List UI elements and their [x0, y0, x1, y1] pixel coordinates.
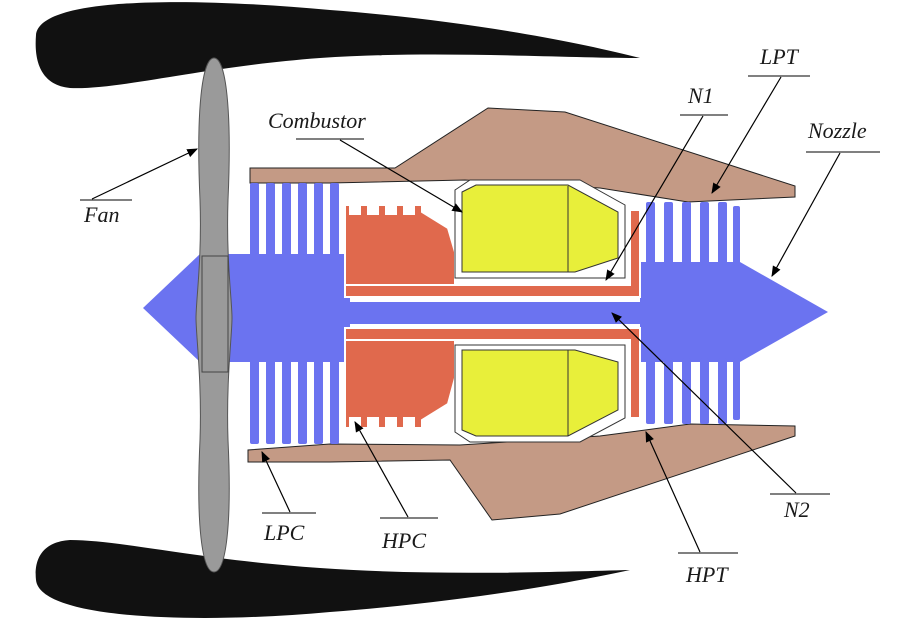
- lpc-blade-upper: [330, 183, 339, 260]
- lpt-blade-upper: [646, 202, 655, 266]
- high-pressure-shaft-lower: [344, 327, 641, 419]
- lpc-blade-lower: [266, 360, 275, 444]
- label-n1-text: N1: [687, 83, 714, 108]
- lpc-blade-upper: [266, 183, 275, 260]
- label-fan: Fan: [80, 148, 198, 227]
- lpc-blade-lower: [314, 360, 323, 444]
- high-pressure-spool: [344, 204, 641, 429]
- label-lpc-text: LPC: [263, 520, 305, 545]
- label-hpc-text: HPC: [381, 528, 426, 553]
- label-hpt-text: HPT: [685, 562, 729, 587]
- hpc-rotor-lower: [344, 327, 456, 429]
- nacelle-upper: [35, 2, 640, 89]
- lpc-blade-upper: [314, 183, 323, 260]
- label-lpt: LPT: [711, 44, 810, 194]
- nacelle-lower: [35, 540, 630, 618]
- lpc-blade-lower: [330, 360, 339, 444]
- label-n2-text: N2: [783, 497, 810, 522]
- lpc-blade-lower: [250, 360, 259, 444]
- low-pressure-spool: [143, 183, 828, 444]
- lpc-blades: [250, 183, 339, 444]
- label-hpc: HPC: [354, 421, 438, 553]
- label-n1: N1: [605, 83, 728, 281]
- label-hpt: HPT: [645, 431, 738, 587]
- lpt-blade-upper: [718, 202, 727, 266]
- label-combustor-text: Combustor: [268, 108, 366, 133]
- lpc-blade-lower: [298, 360, 307, 444]
- lpt-blade-upper: [664, 202, 673, 266]
- lpt-blade-lower: [700, 358, 709, 424]
- label-fan-text: Fan: [83, 202, 119, 227]
- fan-hub: [201, 255, 229, 373]
- lpt-blade-upper: [733, 206, 740, 266]
- lpc-blade-upper: [250, 183, 259, 260]
- spinner: [143, 254, 350, 362]
- lpc-blade-upper: [282, 183, 291, 260]
- hpc-rotor-upper: [344, 204, 456, 286]
- combustor-can-upper: [461, 184, 619, 273]
- high-pressure-shaft-upper: [344, 209, 641, 298]
- nozzle-cone: [640, 262, 828, 362]
- label-n2: N2: [611, 312, 830, 522]
- label-lpc: LPC: [261, 451, 316, 545]
- low-pressure-shaft: [340, 302, 640, 324]
- lpt-blade-lower: [733, 358, 740, 420]
- lpt-blade-lower: [718, 358, 727, 424]
- lpt-blade-lower: [664, 358, 673, 424]
- combustor-can-lower: [461, 349, 619, 437]
- lpt-blade-upper: [682, 202, 691, 266]
- lpt-blade-upper: [700, 202, 709, 266]
- lpc-blade-upper: [298, 183, 307, 260]
- lpt-blade-lower: [646, 358, 655, 424]
- label-lpt-text: LPT: [759, 44, 800, 69]
- label-nozzle-text: Nozzle: [807, 118, 867, 143]
- core-casing-lower: [247, 423, 796, 521]
- lpt-blades: [646, 202, 740, 424]
- fan: [195, 57, 233, 573]
- lpt-blade-lower: [682, 358, 691, 424]
- label-nozzle: Nozzle: [771, 118, 880, 277]
- label-combustor: Combustor: [268, 108, 463, 213]
- lpc-blade-lower: [282, 360, 291, 444]
